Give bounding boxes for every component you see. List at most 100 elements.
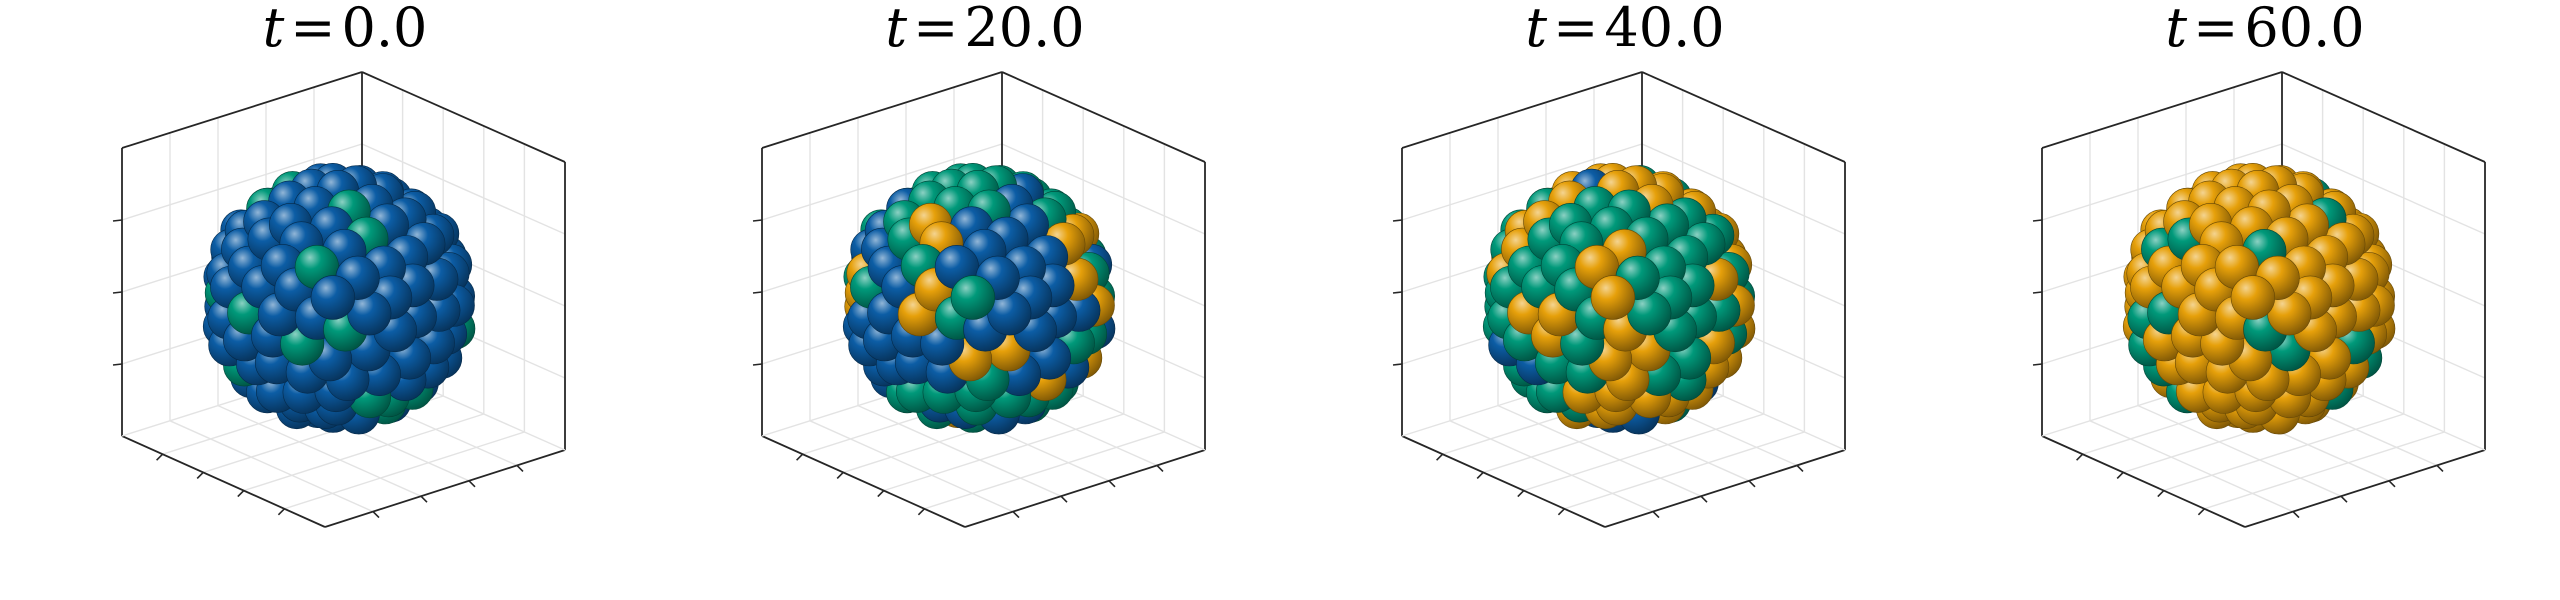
grid-line <box>169 420 374 513</box>
grid-line <box>284 431 525 510</box>
particle-blue <box>310 275 356 320</box>
grid-line <box>1449 420 1654 513</box>
axis-line <box>761 71 1003 149</box>
axis-line <box>121 435 326 528</box>
grid-line <box>2163 413 2405 492</box>
grid-line <box>809 420 1014 513</box>
z-tick <box>2032 219 2043 222</box>
z-tick <box>752 363 763 366</box>
particle-orange <box>1590 275 1636 320</box>
grid-line <box>1523 413 1765 492</box>
panel-4: t = 60.0 <box>2032 0 2486 528</box>
y-tick <box>1748 480 1756 488</box>
panel-1: t = 0.0 <box>112 0 566 528</box>
y-tick <box>2388 480 2396 488</box>
grid-line <box>2137 404 2342 497</box>
grid-line <box>1497 404 1702 497</box>
x-tick <box>2076 453 2084 461</box>
z-tick <box>1392 291 1403 294</box>
axis-line <box>2041 435 2246 528</box>
grid-line <box>2089 420 2294 513</box>
x-tick <box>156 453 164 461</box>
y-tick <box>468 480 476 488</box>
panel-title: t = 0.0 <box>263 0 428 59</box>
x-tick <box>2157 490 2165 498</box>
x-tick <box>1517 490 1525 498</box>
title-equals: = <box>290 0 335 59</box>
title-variable: t <box>1525 0 1547 59</box>
grid-line <box>1564 431 1805 510</box>
axis-line <box>1401 71 1643 149</box>
y-tick <box>1700 495 1708 503</box>
ticks <box>752 219 1164 519</box>
y-tick <box>1012 511 1020 519</box>
x-tick <box>1436 453 1444 461</box>
title-equals: = <box>913 0 958 59</box>
axis-line <box>121 71 363 149</box>
particle-cluster <box>842 162 1116 435</box>
panel-2: t = 20.0 <box>752 0 1206 528</box>
x-tick <box>196 471 204 479</box>
particle-cluster <box>202 162 476 435</box>
x-tick <box>877 490 885 498</box>
z-tick <box>112 219 123 222</box>
y-tick <box>2436 464 2444 472</box>
z-tick <box>1392 219 1403 222</box>
x-tick <box>237 490 245 498</box>
z-tick <box>2032 291 2043 294</box>
title-time: 0.0 <box>342 0 428 59</box>
title-variable: t <box>885 0 907 59</box>
y-tick <box>372 511 380 519</box>
x-tick <box>836 471 844 479</box>
ticks <box>2032 219 2444 519</box>
z-tick <box>752 219 763 222</box>
axis-line <box>964 449 1206 528</box>
z-tick <box>112 291 123 294</box>
title-time: 40.0 <box>1604 0 1724 59</box>
axis-line <box>2281 71 2486 163</box>
axis-line <box>361 71 566 163</box>
title-time: 60.0 <box>2244 0 2364 59</box>
panels: t = 0.0 t = 20.0 t = 40.0 t = 60.0 <box>112 0 2486 528</box>
y-tick <box>1652 511 1660 519</box>
panel-title: t = 40.0 <box>1525 0 1724 59</box>
z-tick <box>752 291 763 294</box>
axis-line <box>1604 449 1846 528</box>
title-variable: t <box>2165 0 2187 59</box>
y-tick <box>1156 464 1164 472</box>
x-tick <box>2197 508 2205 516</box>
x-tick <box>917 508 925 516</box>
title-variable: t <box>263 0 285 59</box>
particle-orange <box>2230 275 2276 320</box>
axis-line <box>324 449 566 528</box>
grid-line <box>883 413 1125 492</box>
z-tick <box>1392 363 1403 366</box>
y-tick <box>1108 480 1116 488</box>
axis-line <box>2244 449 2486 528</box>
y-tick <box>2292 511 2300 519</box>
x-tick <box>796 453 804 461</box>
x-tick <box>277 508 285 516</box>
axis-line <box>761 435 966 528</box>
title-equals: = <box>1553 0 1598 59</box>
y-tick <box>420 495 428 503</box>
panel-title: t = 60.0 <box>2165 0 2364 59</box>
y-tick <box>1060 495 1068 503</box>
grid-line <box>857 404 1062 497</box>
grid-line <box>243 413 485 492</box>
title-equals: = <box>2193 0 2238 59</box>
z-tick <box>2032 363 2043 366</box>
panel-title: t = 20.0 <box>885 0 1084 59</box>
axis-line <box>1001 71 1206 163</box>
title-time: 20.0 <box>964 0 1084 59</box>
axis-line <box>1641 71 1846 163</box>
grid-line <box>2204 431 2445 510</box>
axis-line <box>2041 71 2283 149</box>
y-tick <box>1796 464 1804 472</box>
grid-line <box>217 404 422 497</box>
x-tick <box>1476 471 1484 479</box>
z-tick <box>112 363 123 366</box>
particle-cluster <box>1482 162 1756 435</box>
particle-cluster <box>2122 162 2396 435</box>
ticks <box>112 219 524 519</box>
